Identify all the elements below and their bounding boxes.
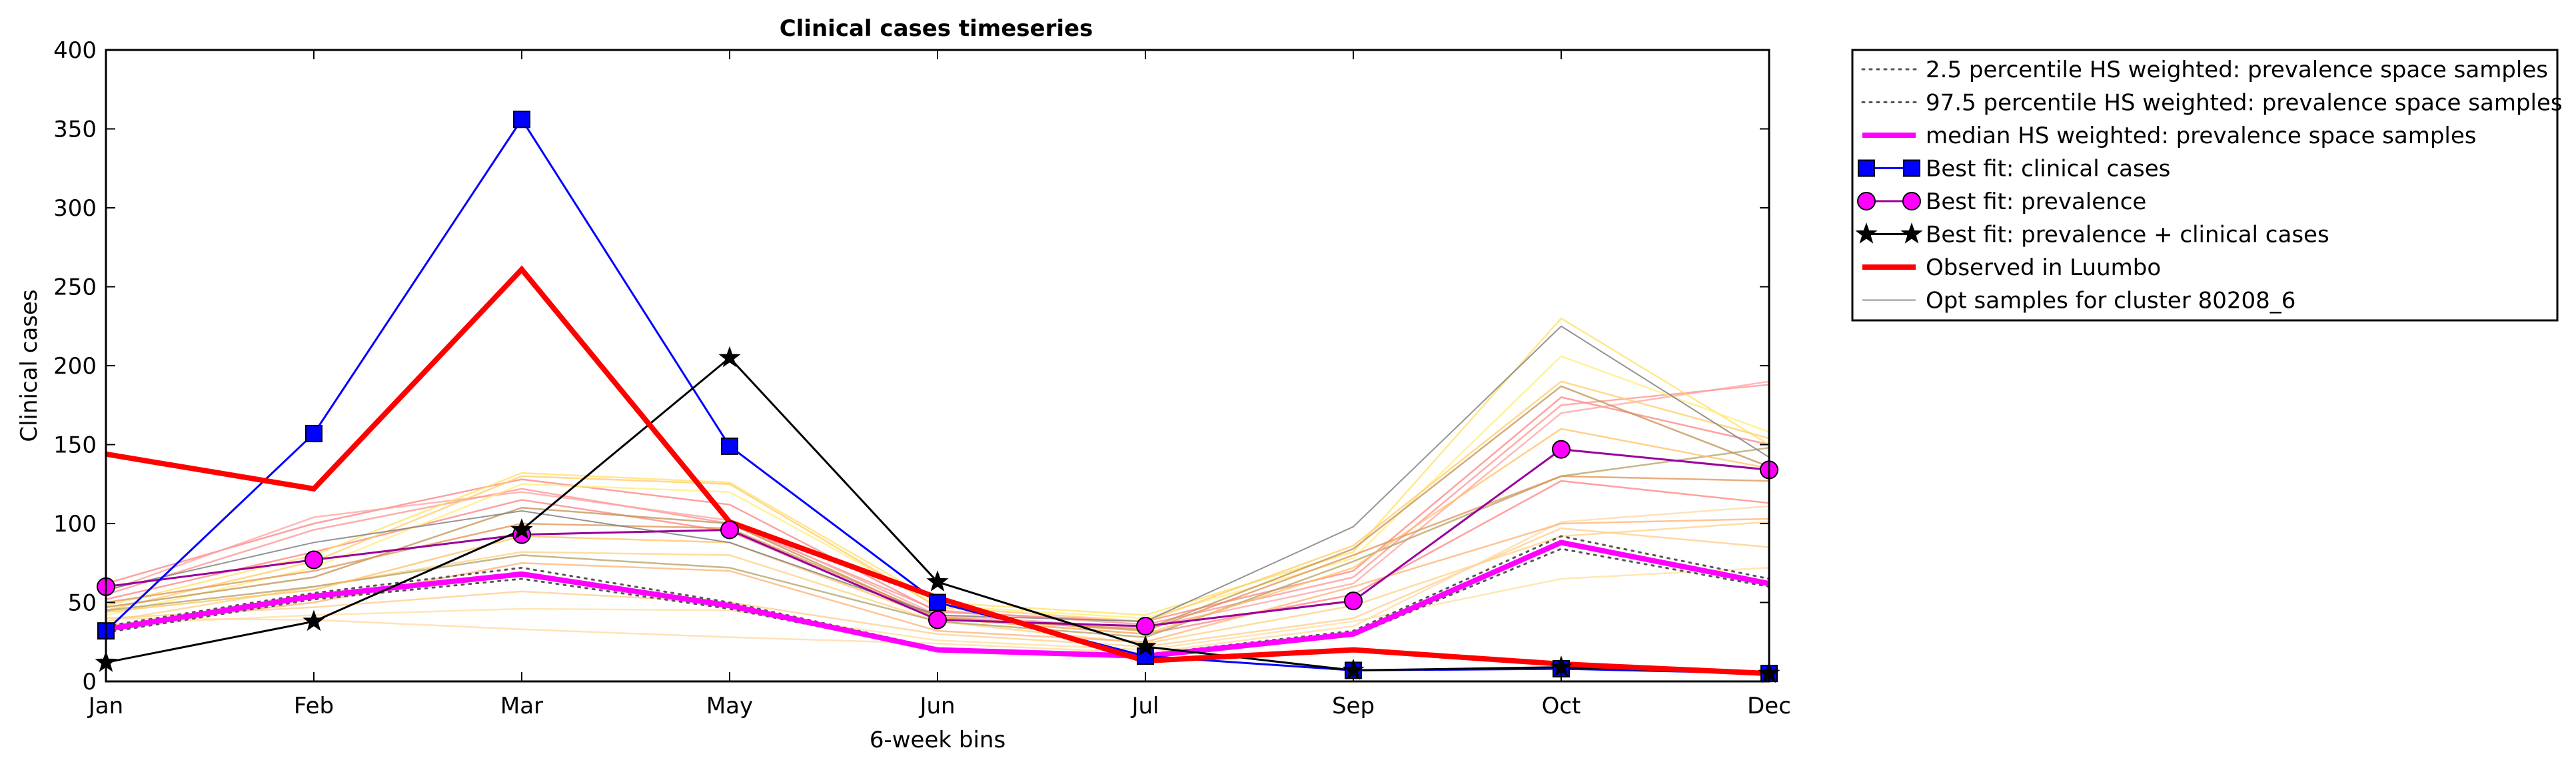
x-tick-label: Feb <box>294 693 334 719</box>
chart-title: Clinical cases timeseries <box>780 15 1093 42</box>
legend-label: Observed in Luumbo <box>1926 254 2161 281</box>
legend-item-2-5-percentile-hs-weighted-prevalence-space-samples: 2.5 percentile HS weighted: prevalence s… <box>1861 57 2548 83</box>
x-tick-label: Jan <box>87 693 123 719</box>
legend-item-97-5-percentile-hs-weighted-prevalence-space-samples: 97.5 percentile HS weighted: prevalence … <box>1861 90 2563 117</box>
x-tick-label: Jul <box>1130 693 1159 719</box>
data-point-best-fit-prevalence-clinical-cases-1 <box>303 609 325 631</box>
y-tick-label: 100 <box>53 511 97 538</box>
y-axis: 0 50 100 150 200 250 300 350 400 <box>53 37 1769 695</box>
legend-swatch-marker <box>1902 192 1921 210</box>
legend: 2.5 percentile HS weighted: prevalence s… <box>1851 49 2563 322</box>
x-axis-title: 6-week bins <box>870 727 1005 753</box>
y-axis-title: Clinical cases <box>16 289 43 442</box>
legend-label: Best fit: prevalence <box>1926 189 2146 215</box>
x-tick-label: Oct <box>1542 693 1581 719</box>
data-point-best-fit-prevalence-7 <box>1552 440 1571 459</box>
legend-box <box>1851 49 2559 322</box>
y-tick-label: 50 <box>68 590 97 617</box>
legend-swatch-marker <box>1903 159 1920 177</box>
y-tick-label: 150 <box>53 432 97 459</box>
legend-label: 2.5 percentile HS weighted: prevalence s… <box>1926 57 2548 83</box>
opt-sample-line-10 <box>105 505 1770 654</box>
legend-item-best-fit-clinical-cases: Best fit: clinical cases <box>1858 156 2170 183</box>
legend-item-best-fit-prevalence: Best fit: prevalence <box>1857 189 2146 215</box>
legend-swatch-marker <box>1857 192 1876 210</box>
data-point-best-fit-prevalence-clinical-cases-2 <box>510 518 533 540</box>
data-point-best-fit-prevalence-clinical-cases-3 <box>718 346 741 368</box>
data-point-best-fit-clinical-cases-1 <box>305 424 322 442</box>
data-point-best-fit-prevalence-clinical-cases-4 <box>926 570 949 591</box>
y-tick-label: 250 <box>53 274 97 301</box>
legend-label: 97.5 percentile HS weighted: prevalence … <box>1926 90 2563 117</box>
legend-item-observed-in-luumbo: Observed in Luumbo <box>1862 254 2161 281</box>
legend-label: Best fit: prevalence + clinical cases <box>1926 222 2329 248</box>
data-point-best-fit-prevalence-5 <box>1136 617 1155 636</box>
y-tick-label: 300 <box>53 195 97 222</box>
data-point-best-fit-prevalence-clinical-cases-5 <box>1134 635 1157 657</box>
x-tick-label: Dec <box>1747 693 1791 719</box>
legend-label: median HS weighted: prevalence space sam… <box>1926 123 2477 149</box>
legend-label: Best fit: clinical cases <box>1926 156 2170 183</box>
data-point-best-fit-clinical-cases-4 <box>929 593 946 611</box>
data-point-best-fit-prevalence-clinical-cases-7 <box>1550 655 1573 677</box>
y-tick-label: 350 <box>53 117 97 143</box>
y-tick-label: 0 <box>82 669 97 695</box>
y-tick-label: 400 <box>53 37 97 64</box>
y-tick-label: 200 <box>53 353 97 380</box>
data-point-best-fit-clinical-cases-2 <box>513 111 530 129</box>
data-point-best-fit-prevalence-3 <box>720 520 739 540</box>
data-point-best-fit-clinical-cases-3 <box>721 437 738 455</box>
x-tick-label: May <box>706 693 753 719</box>
legend-item-median-hs-weighted-prevalence-space-samples: median HS weighted: prevalence space sam… <box>1862 123 2477 149</box>
data-point-best-fit-prevalence-4 <box>928 610 947 629</box>
opt-sample-line-9 <box>105 567 1770 651</box>
data-point-best-fit-prevalence-1 <box>305 550 323 570</box>
legend-item-opt-samples-for-cluster-80208-6: Opt samples for cluster 80208_6 <box>1862 288 2295 314</box>
legend-swatch-marker <box>1858 159 1875 177</box>
series-line-median-hs-weighted-prevalence-space-samples <box>105 540 1770 659</box>
markers-layer <box>95 111 1780 683</box>
series-line-2-5-percentile-hs-weighted-prevalence-space-samples <box>105 548 1770 659</box>
x-tick-label: Sep <box>1332 693 1375 719</box>
data-point-best-fit-prevalence-6 <box>1344 591 1363 611</box>
legend-swatch-marker <box>1855 222 1878 244</box>
x-axis: Jan Feb Mar May Jun Jul Sep Oct Dec <box>87 50 1791 719</box>
x-tick-label: Mar <box>500 693 543 719</box>
legend-label: Opt samples for cluster 80208_6 <box>1926 288 2295 314</box>
x-tick-label: Jun <box>918 693 955 719</box>
legend-item-best-fit-prevalence-clinical-cases: Best fit: prevalence + clinical cases <box>1855 222 2329 248</box>
legend-swatch-marker <box>1900 222 1923 244</box>
opt-sample-line-8 <box>105 527 1770 648</box>
